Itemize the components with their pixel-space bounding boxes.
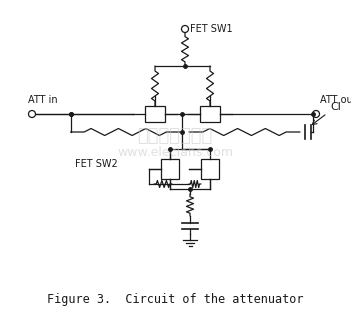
Text: FET SW2: FET SW2 bbox=[75, 159, 118, 169]
Text: FET SW1: FET SW1 bbox=[190, 24, 233, 34]
Text: www.elecians.com: www.elecians.com bbox=[117, 145, 233, 159]
Text: ATT out: ATT out bbox=[320, 95, 351, 105]
Text: ATT in: ATT in bbox=[28, 95, 58, 105]
Text: 电子应用设计网: 电子应用设计网 bbox=[137, 127, 213, 145]
Bar bbox=[161, 159, 179, 179]
Bar bbox=[201, 159, 219, 179]
Bar bbox=[200, 106, 220, 122]
Text: Cl: Cl bbox=[312, 102, 341, 125]
Text: Figure 3.  Circuit of the attenuator: Figure 3. Circuit of the attenuator bbox=[47, 294, 303, 306]
Bar bbox=[145, 106, 165, 122]
